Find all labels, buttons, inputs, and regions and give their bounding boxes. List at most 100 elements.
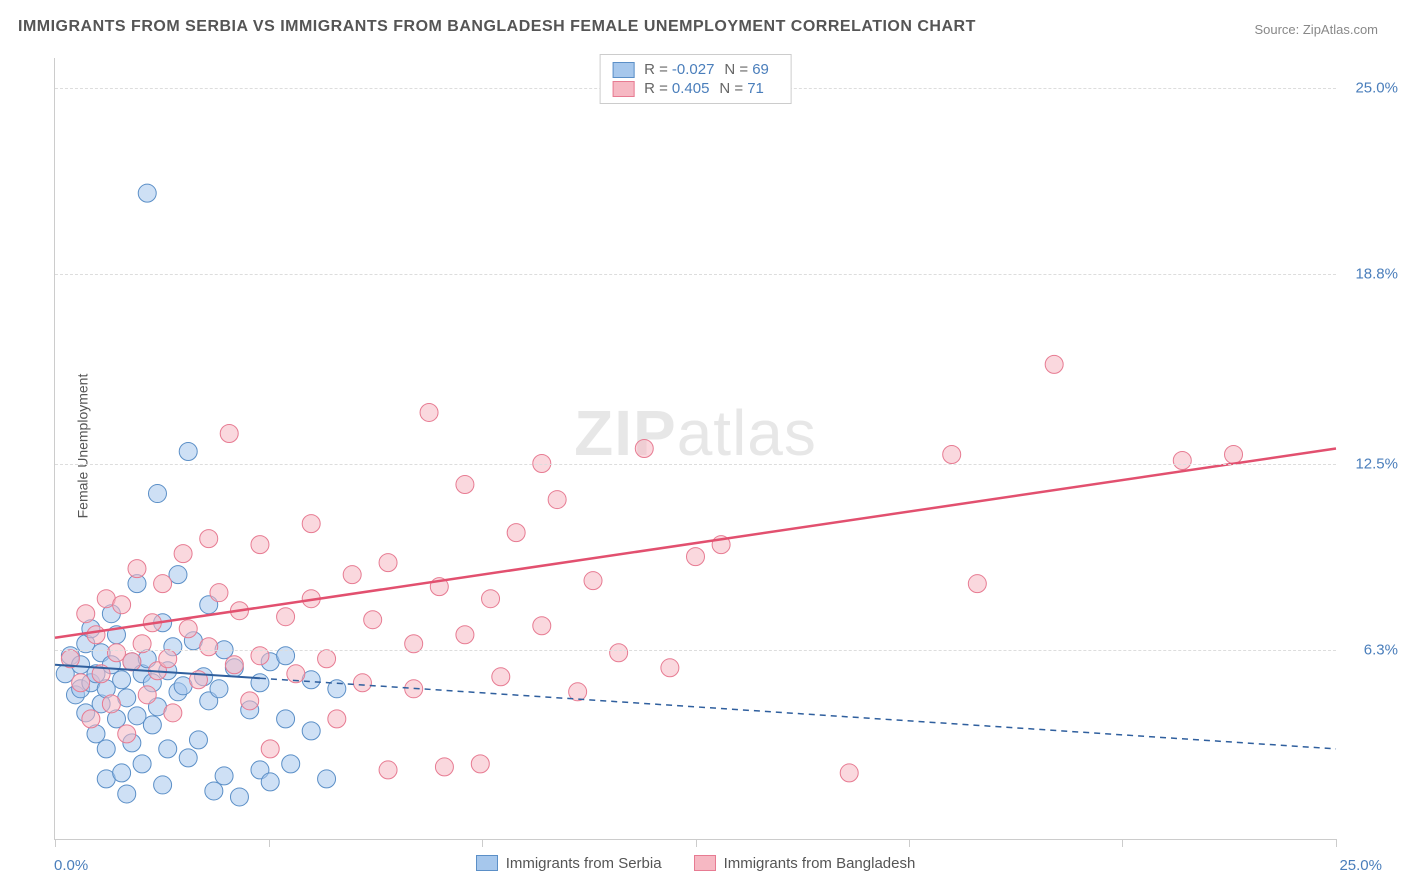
scatter-point <box>261 740 279 758</box>
scatter-point <box>154 776 172 794</box>
scatter-point <box>128 560 146 578</box>
legend-label: Immigrants from Serbia <box>506 855 662 872</box>
scatter-point <box>277 608 295 626</box>
legend-swatch <box>612 81 634 97</box>
scatter-point <box>610 644 628 662</box>
scatter-point <box>456 626 474 644</box>
scatter-point <box>210 680 228 698</box>
x-axis-max-label: 25.0% <box>1339 857 1382 874</box>
scatter-point <box>282 755 300 773</box>
x-axis-min-label: 0.0% <box>54 857 88 874</box>
x-tick-mark <box>55 839 56 847</box>
scatter-point <box>113 671 131 689</box>
legend-stat-r: R =-0.027N =69 <box>644 61 779 78</box>
scatter-point <box>215 767 233 785</box>
scatter-point <box>277 710 295 728</box>
trend-line <box>55 449 1336 638</box>
scatter-point <box>230 788 248 806</box>
x-tick-mark <box>482 839 483 847</box>
legend-swatch <box>612 62 634 78</box>
scatter-point <box>364 611 382 629</box>
scatter-point <box>251 674 269 692</box>
x-tick-mark <box>269 839 270 847</box>
scatter-point <box>533 617 551 635</box>
y-tick-label: 18.8% <box>1355 266 1398 283</box>
scatter-point <box>1045 355 1063 373</box>
scatter-point <box>154 575 172 593</box>
scatter-point <box>77 605 95 623</box>
scatter-point <box>584 572 602 590</box>
scatter-point <box>943 446 961 464</box>
gridline-horizontal <box>55 464 1336 465</box>
plot-area: ZIPatlas R =-0.027N =69R =0.405N =71 Imm… <box>54 58 1336 840</box>
scatter-point <box>353 674 371 692</box>
y-tick-label: 25.0% <box>1355 80 1398 97</box>
scatter-point <box>318 650 336 668</box>
scatter-point <box>220 424 238 442</box>
scatter-point <box>1225 446 1243 464</box>
scatter-point <box>179 620 197 638</box>
legend-bottom: Immigrants from Serbia Immigrants from Ba… <box>55 855 1336 876</box>
scatter-point <box>138 686 156 704</box>
scatter-point <box>507 524 525 542</box>
scatter-point <box>251 536 269 554</box>
scatter-point <box>302 722 320 740</box>
x-tick-mark <box>1122 839 1123 847</box>
legend-label: Immigrants from Bangladesh <box>724 855 916 872</box>
scatter-point <box>968 575 986 593</box>
scatter-point <box>174 545 192 563</box>
scatter-point <box>97 740 115 758</box>
scatter-point <box>72 674 90 692</box>
legend-item: Immigrants from Serbia <box>476 855 662 872</box>
y-tick-label: 6.3% <box>1364 641 1398 658</box>
legend-stat-r: R =0.405N =71 <box>644 80 774 97</box>
legend-swatch <box>476 855 498 871</box>
legend-stats-row: R =0.405N =71 <box>612 80 779 97</box>
scatter-point <box>379 554 397 572</box>
scatter-point <box>159 650 177 668</box>
legend-stats-row: R =-0.027N =69 <box>612 61 779 78</box>
scatter-point <box>420 403 438 421</box>
scatter-point <box>687 548 705 566</box>
scatter-point <box>225 656 243 674</box>
scatter-point <box>113 596 131 614</box>
y-tick-label: 12.5% <box>1355 455 1398 472</box>
scatter-point <box>200 638 218 656</box>
legend-item: Immigrants from Bangladesh <box>694 855 916 872</box>
x-tick-mark <box>1336 839 1337 847</box>
chart-container: IMMIGRANTS FROM SERBIA VS IMMIGRANTS FRO… <box>0 0 1406 892</box>
scatter-point <box>492 668 510 686</box>
scatter-point <box>482 590 500 608</box>
scatter-point <box>343 566 361 584</box>
scatter-point <box>635 440 653 458</box>
scatter-point <box>164 704 182 722</box>
scatter-point <box>179 443 197 461</box>
scatter-point <box>302 515 320 533</box>
scatter-point <box>159 740 177 758</box>
scatter-point <box>82 710 100 728</box>
legend-swatch <box>694 855 716 871</box>
scatter-point <box>143 716 161 734</box>
scatter-point <box>102 695 120 713</box>
chart-title: IMMIGRANTS FROM SERBIA VS IMMIGRANTS FRO… <box>18 18 976 36</box>
legend-stats-box: R =-0.027N =69 R =0.405N =71 <box>599 54 792 104</box>
scatter-point <box>138 184 156 202</box>
scatter-point <box>210 584 228 602</box>
scatter-point <box>123 653 141 671</box>
scatter-point <box>179 749 197 767</box>
scatter-point <box>189 731 207 749</box>
scatter-point <box>87 626 105 644</box>
scatter-point <box>261 773 279 791</box>
scatter-point <box>118 725 136 743</box>
gridline-horizontal <box>55 274 1336 275</box>
scatter-point <box>1173 452 1191 470</box>
source-credit: Source: ZipAtlas.com <box>1254 22 1378 37</box>
x-tick-mark <box>909 839 910 847</box>
scatter-point <box>205 782 223 800</box>
scatter-point <box>435 758 453 776</box>
scatter-point <box>456 476 474 494</box>
scatter-point <box>113 764 131 782</box>
scatter-point <box>840 764 858 782</box>
scatter-svg <box>55 58 1336 839</box>
x-tick-mark <box>696 839 697 847</box>
